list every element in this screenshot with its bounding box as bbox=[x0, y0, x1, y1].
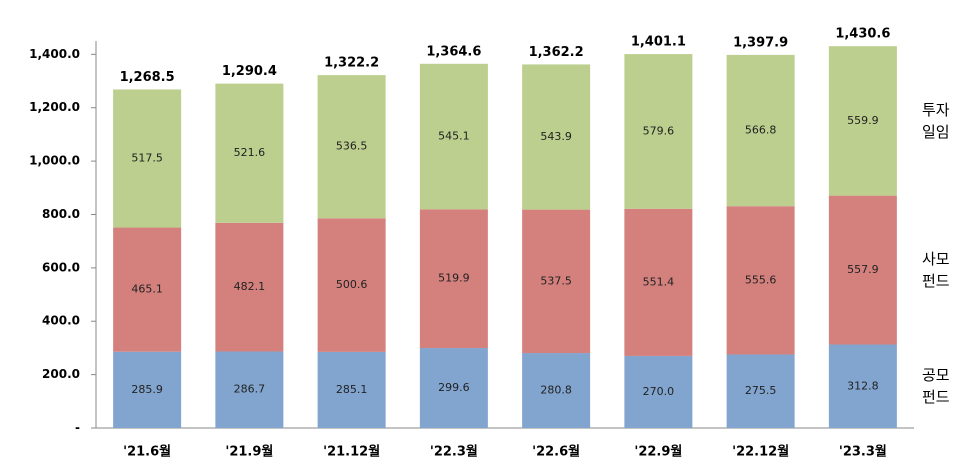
bar-segment bbox=[828, 46, 897, 196]
data-label: 312.8 bbox=[847, 379, 879, 392]
bar-segment bbox=[419, 63, 488, 210]
bar-segment bbox=[522, 209, 591, 354]
x-tick-label: '21.6월 bbox=[123, 444, 171, 460]
y-tick-label: 800.0 bbox=[42, 207, 80, 221]
legend-entry: 공모펀드 bbox=[922, 366, 950, 407]
x-tick-label: '22.3월 bbox=[430, 444, 478, 460]
data-label: 280.8 bbox=[540, 384, 572, 397]
bar-segment bbox=[726, 206, 795, 355]
bar-segment bbox=[419, 209, 488, 349]
data-label: 286.7 bbox=[234, 383, 266, 396]
y-tick-label: 600.0 bbox=[42, 260, 80, 274]
data-label: 545.1 bbox=[438, 130, 470, 143]
bar-segment bbox=[317, 75, 386, 219]
x-tick-label: '21.9월 bbox=[225, 444, 273, 460]
data-label: 285.9 bbox=[131, 383, 163, 396]
y-tick-label: 1,000.0 bbox=[29, 154, 80, 168]
data-label: 521.6 bbox=[234, 146, 266, 159]
bar-segment bbox=[726, 54, 795, 207]
y-tick-label: 1,200.0 bbox=[29, 100, 80, 114]
total-label: 1,401.1 bbox=[631, 35, 686, 50]
legend-entry: 사모펀드 bbox=[922, 250, 950, 291]
total-label: 1,268.5 bbox=[120, 70, 175, 85]
data-label: 270.0 bbox=[643, 385, 675, 398]
total-label: 1,290.4 bbox=[222, 64, 277, 79]
data-label: 465.1 bbox=[131, 283, 163, 296]
data-label: 299.6 bbox=[438, 381, 470, 394]
data-label: 517.5 bbox=[131, 152, 163, 165]
data-label: 537.5 bbox=[540, 274, 572, 287]
bar-segment bbox=[215, 351, 284, 428]
x-tick-label: '22.6월 bbox=[532, 444, 580, 460]
y-tick-label: 1,400.0 bbox=[29, 47, 80, 61]
bar-segment bbox=[828, 195, 897, 345]
bar-segment bbox=[317, 351, 386, 428]
x-tick-label: '21.12월 bbox=[323, 444, 380, 460]
x-tick-label: '22.9월 bbox=[634, 444, 682, 460]
bar-segment bbox=[522, 353, 591, 428]
bar-segment bbox=[113, 351, 182, 428]
data-label: 482.1 bbox=[234, 280, 266, 293]
data-label: 566.8 bbox=[745, 124, 777, 137]
bar-segment bbox=[522, 64, 591, 210]
bar-segment bbox=[828, 344, 897, 428]
total-label: 1,322.2 bbox=[324, 56, 379, 71]
x-tick-label: '22.12월 bbox=[732, 444, 789, 460]
bar-segment bbox=[113, 227, 182, 352]
bar-segment bbox=[726, 354, 795, 428]
bar-segment bbox=[215, 222, 284, 352]
y-tick-label: 400.0 bbox=[42, 314, 80, 328]
y-tick-label: 200.0 bbox=[42, 367, 80, 381]
bar-segment bbox=[215, 83, 284, 223]
data-label: 519.9 bbox=[438, 272, 470, 285]
data-label: 579.6 bbox=[643, 124, 675, 137]
bar-segment bbox=[624, 355, 693, 428]
bar-segment bbox=[317, 218, 386, 352]
total-label: 1,364.6 bbox=[426, 44, 481, 59]
data-label: 500.6 bbox=[336, 278, 368, 291]
data-label: 551.4 bbox=[643, 275, 675, 288]
bar-segment bbox=[113, 89, 182, 228]
bar-segment bbox=[624, 208, 693, 356]
x-tick-label: '23.3월 bbox=[839, 444, 887, 460]
data-label: 557.9 bbox=[847, 263, 879, 276]
data-label: 275.5 bbox=[745, 384, 777, 397]
y-tick-label: - bbox=[75, 421, 80, 435]
total-label: 1,397.9 bbox=[733, 35, 788, 50]
bar-segment bbox=[624, 54, 693, 209]
data-label: 559.9 bbox=[847, 114, 879, 127]
total-label: 1,362.2 bbox=[529, 45, 584, 60]
data-label: 543.9 bbox=[540, 130, 572, 143]
bar-segment bbox=[419, 348, 488, 428]
legend-entry: 투자일임 bbox=[922, 100, 950, 141]
data-label: 555.6 bbox=[745, 273, 777, 286]
data-label: 536.5 bbox=[336, 140, 368, 153]
data-label: 285.1 bbox=[336, 383, 368, 396]
total-label: 1,430.6 bbox=[835, 27, 890, 42]
